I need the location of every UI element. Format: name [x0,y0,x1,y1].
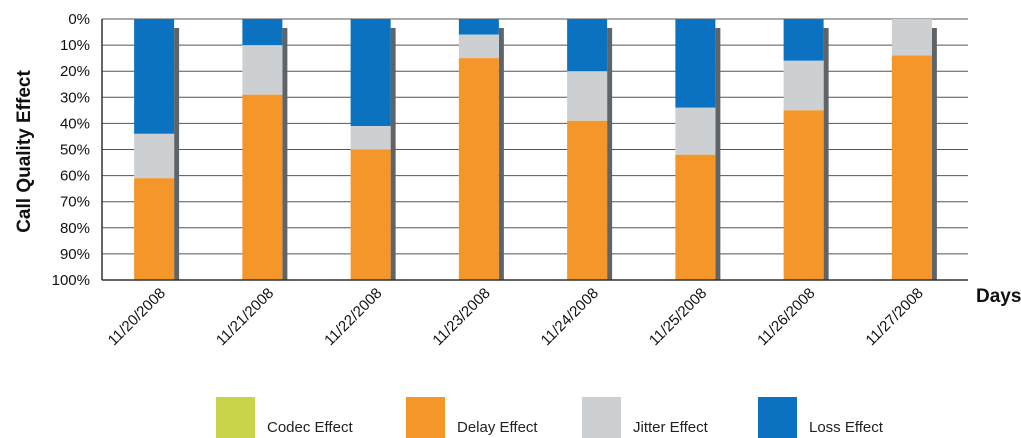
y-tick-label: 10% [60,37,90,54]
bar-group [891,19,937,280]
y-tick-label: 0% [68,11,90,28]
bar-segment-jitter-effect [675,107,716,155]
bar-segment-jitter-effect [134,133,175,179]
bar-segment-delay-effect [567,120,608,280]
legend-item: Delay Effect [406,397,538,438]
y-axis-ticks: 0% 10% 20% 30% 40% 50% 60% 70% 80% 90% 100% [52,11,90,289]
legend-swatch [758,397,797,438]
bar-segment-delay-effect [242,94,283,280]
legend-label: Loss Effect [809,419,884,436]
bar-segment-delay-effect [458,58,499,281]
bar-shadow [282,28,288,280]
bar-segment-loss-effect [675,19,716,108]
y-tick-label: 20% [60,63,90,80]
bar-segment-delay-effect [783,110,824,280]
bar-segment-loss-effect [134,19,175,134]
x-tick-label: 11/22/2008 [321,285,385,349]
bar-group [567,19,613,280]
bar-group [675,19,721,280]
bar-segment-loss-effect [783,19,824,61]
bar-group [458,19,504,281]
bar-segment-jitter-effect [891,19,932,56]
x-tick-label: 11/23/2008 [429,285,493,349]
bar-segment-loss-effect [350,19,391,127]
y-tick-label: 60% [60,168,90,185]
x-tick-label: 11/25/2008 [646,285,710,349]
y-tick-label: 100% [52,272,90,289]
bar-segment-jitter-effect [242,45,283,95]
bar-group [783,19,829,280]
bar-segment-jitter-effect [783,60,824,111]
legend-item: Jitter Effect [582,397,709,438]
y-tick-label: 70% [60,194,90,211]
y-axis-label: Call Quality Effect [14,70,35,233]
x-axis-categories: 11/20/2008 11/21/2008 11/22/2008 11/23/2008… [105,285,927,349]
bar-segment-loss-effect [567,19,608,72]
bar-shadow [498,28,504,280]
bar-group [350,19,396,280]
bar-shadow [174,28,180,280]
bar-segment-delay-effect [891,55,932,280]
bar-segment-loss-effect [458,19,499,35]
bar-segment-jitter-effect [350,126,391,150]
bar-segment-jitter-effect [567,71,608,121]
legend-swatch [406,397,445,438]
x-axis-label: Days [976,286,1021,307]
bar-shadow [390,28,396,280]
y-tick-label: 50% [60,142,90,159]
bar-shadow [931,28,937,280]
x-tick-label: 11/26/2008 [754,285,818,349]
y-tick-label: 90% [60,246,90,263]
legend-label: Delay Effect [457,419,538,436]
bar-shadow [607,28,613,280]
x-tick-label: 11/27/2008 [862,285,926,349]
y-tick-label: 30% [60,89,90,106]
bar-shadow [823,28,829,280]
x-tick-label: 11/21/2008 [213,285,277,349]
legend-swatch [216,397,255,438]
x-tick-label: 11/24/2008 [538,285,602,349]
bar-segment-delay-effect [350,149,391,280]
bar-group [134,19,180,280]
y-tick-label: 40% [60,115,90,132]
legend-item: Loss Effect [758,397,884,438]
legend-label: Codec Effect [267,419,353,436]
legend-label: Jitter Effect [633,419,709,436]
bar-segment-delay-effect [675,154,716,280]
legend-swatch [582,397,621,438]
bar-segment-delay-effect [134,178,175,280]
gridlines [102,18,968,281]
legend: Codec Effect Delay Effect Jitter Effect Los… [216,397,884,438]
y-tick-label: 80% [60,220,90,237]
bar-shadow [715,28,721,280]
legend-item: Codec Effect [216,397,353,438]
bars [134,19,937,281]
x-tick-label: 11/20/2008 [105,285,169,349]
bar-segment-loss-effect [242,19,283,46]
bar-segment-jitter-effect [458,34,499,59]
bar-group [242,19,288,280]
